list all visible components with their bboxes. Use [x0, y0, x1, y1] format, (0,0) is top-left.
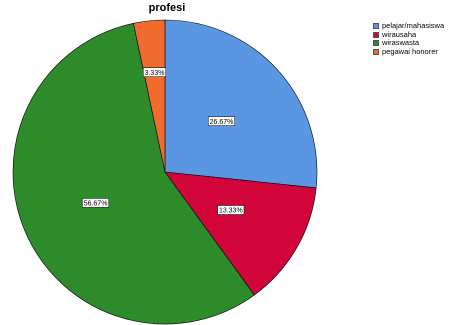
legend-swatch — [373, 23, 379, 30]
chart-title: profesi — [148, 2, 186, 14]
pie-slice-pelajar-mahasiswa — [164, 19, 318, 189]
pie-slice-wirausaha — [164, 171, 317, 296]
svg-text:26.67%: 26.67% — [210, 119, 234, 126]
legend-swatch — [373, 48, 379, 55]
data-label-pegawai-honorer: 3.33% — [143, 67, 167, 77]
legend-label: wiraswasta — [382, 38, 420, 47]
legend-swatch — [373, 40, 379, 47]
legend-swatch — [373, 31, 379, 38]
pie-slice-pegawai-honorer — [133, 19, 166, 173]
legend-label: pegawai honorer — [382, 46, 438, 56]
data-label-wirausaha: 13.33% — [217, 205, 245, 215]
svg-text:13.33%: 13.33% — [219, 208, 243, 215]
pie-slice-wiraswasta — [12, 22, 255, 325]
legend: pelajar/mahasiswa wirausaha wiraswasta pega… — [373, 21, 445, 57]
svg-text:56.67%: 56.67% — [84, 201, 108, 208]
legend-label: wirausaha — [382, 29, 417, 39]
legend-item: pegawai honorer — [373, 46, 444, 57]
svg-text:3.33%: 3.33% — [145, 70, 165, 77]
legend-label: pelajar/mahasiswa — [382, 21, 445, 30]
data-label-wiraswasta: 56.67% — [82, 198, 110, 208]
legend-item: pelajar/mahasiswa — [373, 21, 445, 31]
legend-item: wirausaha — [373, 29, 444, 40]
data-label-pelajar-mahasiswa: 26.67% — [208, 116, 235, 126]
legend-item: wiraswasta — [373, 38, 444, 48]
